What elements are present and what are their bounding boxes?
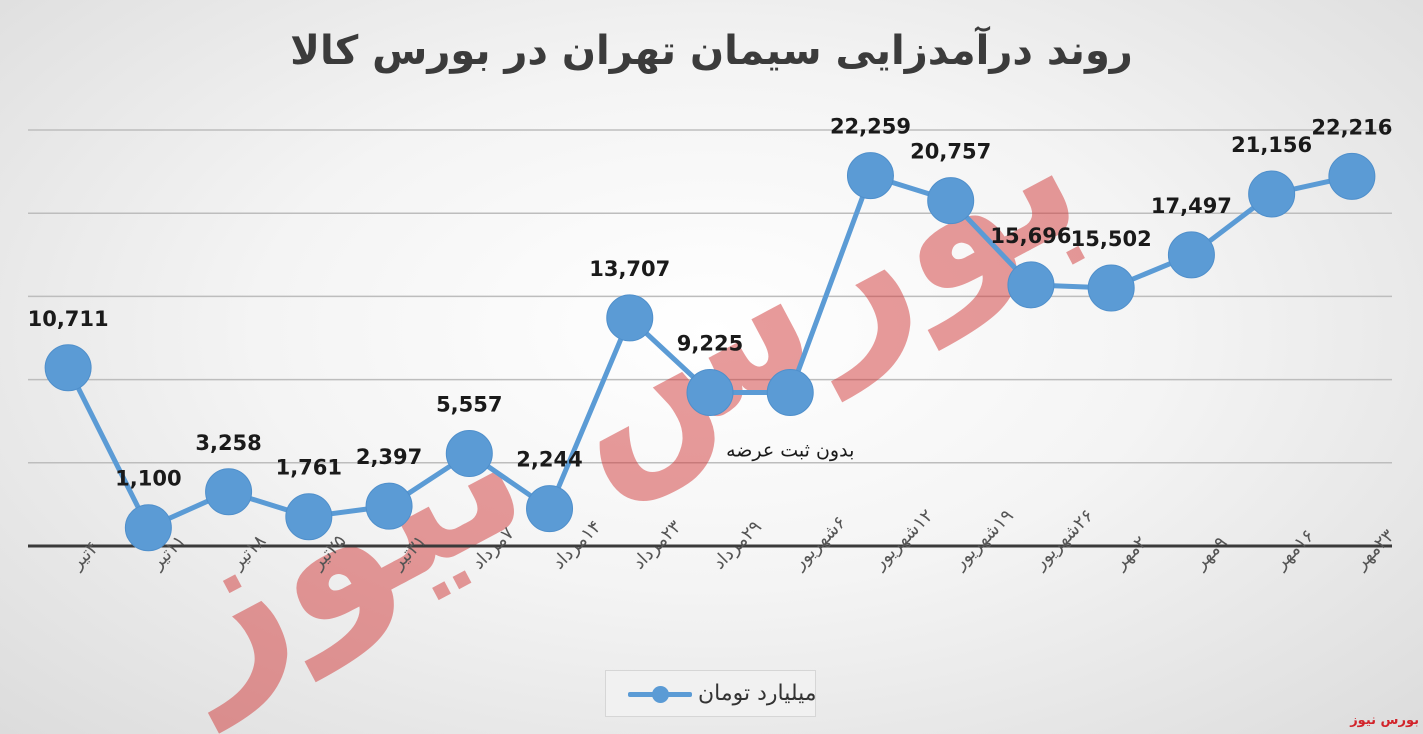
data-point bbox=[526, 485, 574, 533]
data-label: 3,258 bbox=[195, 431, 261, 455]
data-point bbox=[1007, 261, 1055, 309]
x-tick-label: ۲مهر bbox=[1109, 532, 1151, 574]
data-label: 20,757 bbox=[910, 140, 991, 164]
data-point bbox=[846, 152, 894, 200]
data-point bbox=[365, 482, 413, 530]
source-tag: بورس نیوز bbox=[1350, 713, 1419, 728]
data-label: 22,259 bbox=[830, 115, 911, 139]
x-tick-label: ۱۶مهر bbox=[1270, 525, 1319, 574]
data-point bbox=[285, 493, 333, 541]
chart-title: روند درآمدزایی سیمان تهران در بورس کالا bbox=[290, 28, 1133, 74]
x-tick-label: ۹مهر bbox=[1189, 532, 1231, 574]
legend: میلیارد تومان bbox=[605, 670, 817, 717]
legend-label: میلیارد تومان bbox=[698, 681, 817, 706]
x-tick-label: ۱۹شهریور bbox=[949, 505, 1018, 574]
data-label: 15,696 bbox=[990, 224, 1071, 248]
data-point bbox=[927, 177, 975, 225]
data-label: 13,707 bbox=[589, 257, 670, 281]
data-point bbox=[205, 468, 253, 516]
data-point bbox=[766, 368, 814, 416]
data-point bbox=[606, 294, 654, 342]
data-label: 9,225 bbox=[677, 331, 743, 355]
data-label: 10,711 bbox=[28, 307, 109, 331]
x-tick-label: ۲۶شهریور bbox=[1029, 505, 1098, 574]
data-point bbox=[1087, 264, 1135, 312]
annotation-label: بدون ثبت عرضه bbox=[726, 439, 854, 461]
data-point bbox=[445, 430, 493, 478]
data-labels: 10,711 1,100 3,258 1,761 2,397 5,557 2,244 13,7… bbox=[28, 115, 1393, 491]
data-label: 15,502 bbox=[1071, 227, 1152, 251]
data-label: 1,100 bbox=[115, 467, 181, 491]
data-label: 1,761 bbox=[276, 456, 342, 480]
data-label: 22,216 bbox=[1311, 115, 1392, 139]
data-label: 5,557 bbox=[436, 393, 502, 417]
data-label: 2,397 bbox=[356, 445, 422, 469]
data-point bbox=[124, 504, 172, 552]
data-label: 2,244 bbox=[516, 448, 582, 472]
x-tick-label: ۲۳مهر bbox=[1350, 525, 1399, 574]
data-point bbox=[1167, 231, 1215, 279]
data-point bbox=[686, 368, 734, 416]
data-point bbox=[1328, 152, 1376, 200]
data-point bbox=[1248, 170, 1296, 218]
x-tick-label: ۱۲شهریور bbox=[868, 505, 937, 574]
data-point bbox=[44, 344, 92, 392]
legend-marker-swatch bbox=[652, 686, 669, 703]
data-label: 17,497 bbox=[1151, 194, 1232, 218]
x-tick-label: ۶شهریور bbox=[788, 512, 850, 574]
series-line bbox=[44, 152, 1376, 552]
x-tick-label: ۴تیر bbox=[66, 537, 103, 574]
data-label: 21,156 bbox=[1231, 133, 1312, 157]
